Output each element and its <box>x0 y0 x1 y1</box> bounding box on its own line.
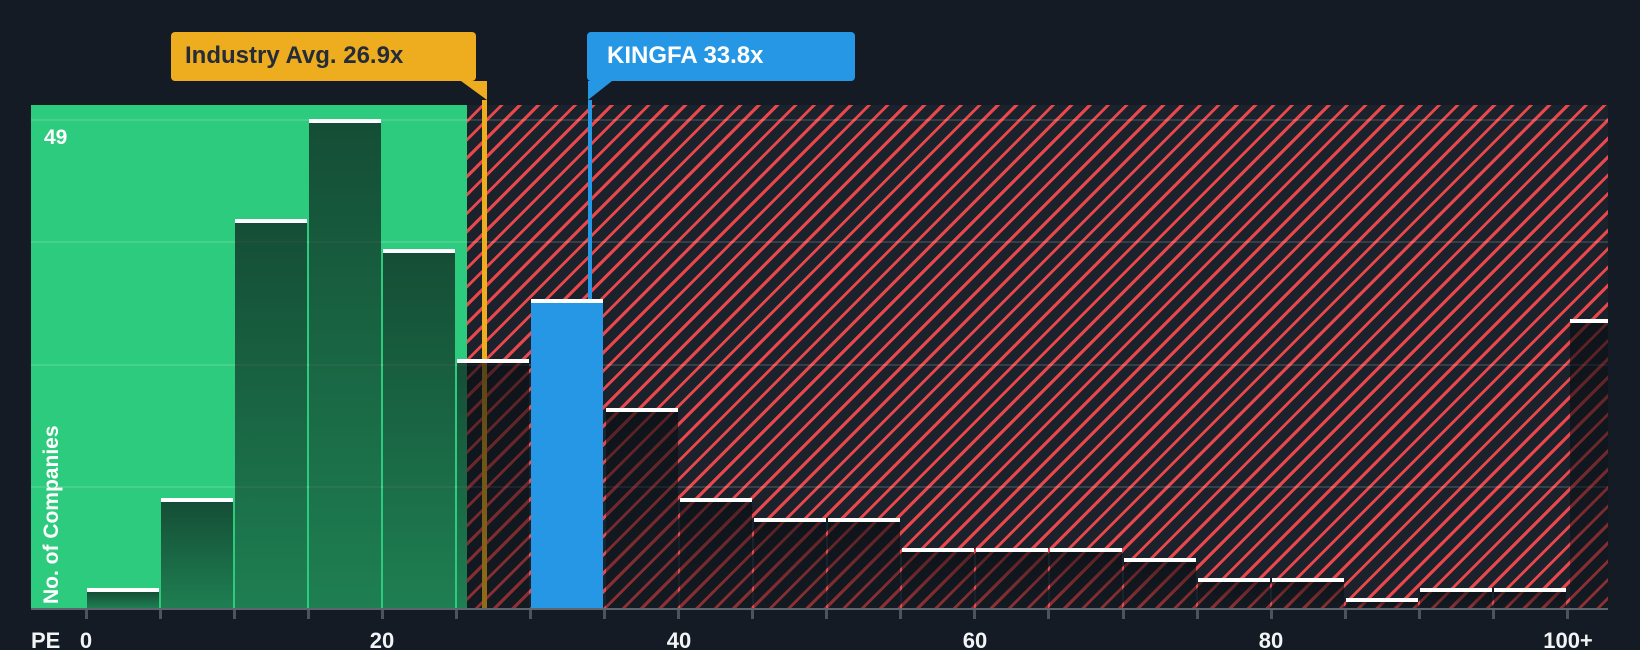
x-tick-label-100+: 100+ <box>1543 628 1593 650</box>
gridline <box>31 241 1608 243</box>
axis-tick <box>455 610 458 619</box>
histogram-bar-35-40[interactable] <box>606 408 678 608</box>
x-axis-line <box>31 608 1608 610</box>
industry-avg-line <box>482 100 487 608</box>
histogram-bar-75-80[interactable] <box>1198 578 1270 608</box>
x-tick-label-0: 0 <box>79 628 93 650</box>
gridline <box>31 119 1608 121</box>
histogram-bar-55-60[interactable] <box>902 548 974 608</box>
y-axis-label: No. of Companies <box>40 425 63 604</box>
axis-tick <box>233 610 236 619</box>
axis-tick <box>825 610 828 619</box>
axis-tick <box>381 610 384 619</box>
axis-tick <box>1344 610 1347 619</box>
histogram-bar-45-50[interactable] <box>754 518 826 608</box>
axis-tick <box>751 610 754 619</box>
kingfa-callout-pointer <box>588 81 612 100</box>
histogram-bar-10-15[interactable] <box>235 219 307 608</box>
histogram-bar-100+[interactable] <box>1570 319 1608 608</box>
axis-tick <box>1122 610 1125 619</box>
industry-avg-callout: Industry Avg. 26.9x <box>171 32 476 81</box>
histogram-bar-65-70[interactable] <box>1050 548 1122 608</box>
axis-tick <box>1047 610 1050 619</box>
axis-tick <box>677 610 680 619</box>
axis-tick <box>899 610 902 619</box>
x-tick-label-80: 80 <box>1258 628 1284 650</box>
axis-tick <box>529 610 532 619</box>
x-tick-label-60: 60 <box>962 628 988 650</box>
gridline <box>31 486 1608 488</box>
gridline <box>31 364 1608 366</box>
axis-tick <box>1566 610 1569 619</box>
histogram-bar-60-65[interactable] <box>976 548 1048 608</box>
kingfa-callout: KINGFA 33.8x <box>587 32 855 81</box>
histogram-bar-80-85[interactable] <box>1272 578 1344 608</box>
axis-tick <box>1418 610 1421 619</box>
histogram-bar-50-55[interactable] <box>828 518 900 608</box>
histogram-bar-70-75[interactable] <box>1124 558 1196 608</box>
x-axis-unit-label: PE <box>31 628 61 650</box>
histogram-bar-40-45[interactable] <box>680 498 752 608</box>
histogram-bar-0-5[interactable] <box>87 588 159 608</box>
kingfa-marker-line <box>588 100 592 299</box>
axis-tick <box>1196 610 1199 619</box>
x-tick-label-40: 40 <box>666 628 692 650</box>
histogram-bar-90-95[interactable] <box>1420 588 1492 608</box>
histogram-bar-25-30[interactable] <box>457 359 529 608</box>
histogram-bar-85-90[interactable] <box>1346 598 1418 608</box>
axis-tick <box>973 610 976 619</box>
axis-tick <box>603 610 606 619</box>
axis-tick <box>85 610 88 619</box>
axis-tick <box>1492 610 1495 619</box>
histogram-bar-95-100[interactable] <box>1494 588 1566 608</box>
y-max-value: 49 <box>44 126 68 149</box>
histogram-bar-5-10[interactable] <box>161 498 233 608</box>
axis-tick <box>1270 610 1273 619</box>
x-tick-label-20: 20 <box>369 628 395 650</box>
industry-callout-pointer <box>461 81 487 100</box>
histogram-bar-20-25[interactable] <box>383 249 455 608</box>
histogram-bar-15-20[interactable] <box>309 119 381 608</box>
histogram-bar-30-35[interactable] <box>531 299 603 608</box>
axis-tick <box>307 610 310 619</box>
axis-tick <box>159 610 162 619</box>
